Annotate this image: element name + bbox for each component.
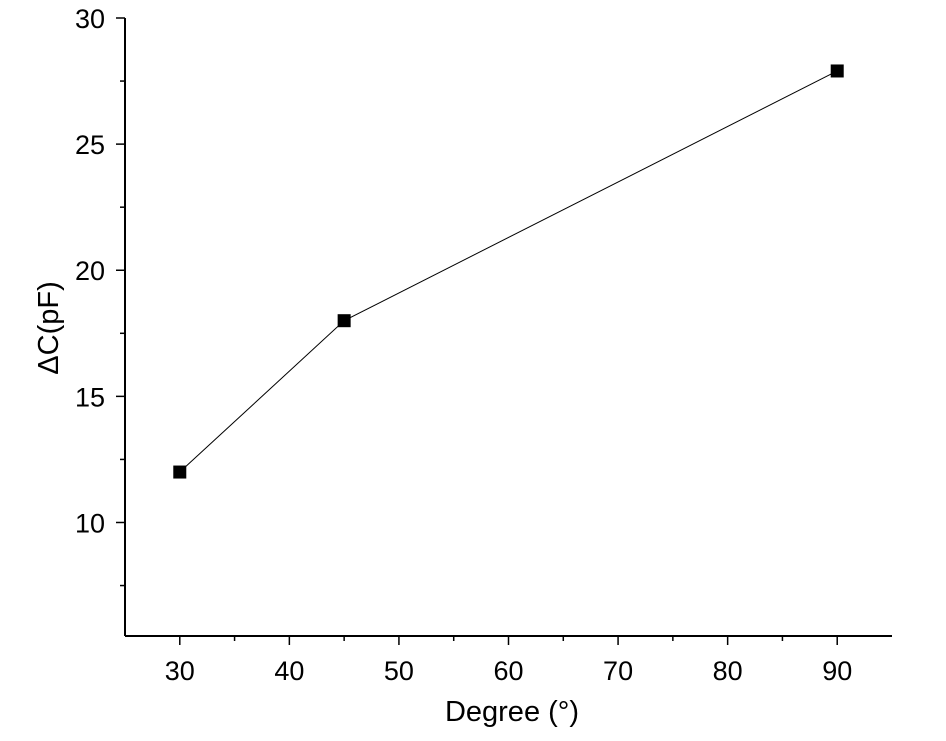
x-tick-label: 60 [493, 656, 523, 686]
x-tick-label: 80 [713, 656, 743, 686]
series-line [179, 70, 838, 473]
data-point-marker [830, 64, 844, 78]
data-point-marker [337, 314, 351, 328]
x-tick-label: 30 [165, 656, 195, 686]
x-tick-label: 70 [603, 656, 633, 686]
y-tick-label: 25 [75, 130, 105, 160]
x-tick-label: 50 [384, 656, 414, 686]
x-tick-label: 90 [822, 656, 852, 686]
y-axis-title: ΔC(pF) [33, 281, 65, 374]
x-tick-label: 40 [274, 656, 304, 686]
y-tick-label: 15 [75, 382, 105, 412]
series [173, 64, 844, 479]
x-axis-title: Degree (°) [445, 696, 579, 728]
y-tick-label: 30 [75, 4, 105, 34]
y-tick-label: 10 [75, 508, 105, 538]
ticks [116, 17, 838, 645]
data-point-marker [173, 465, 187, 479]
axes [124, 18, 892, 637]
tick-labels: 30 40 50 60 70 80 90 10 15 20 25 30 [75, 4, 852, 686]
y-tick-label: 20 [75, 256, 105, 286]
